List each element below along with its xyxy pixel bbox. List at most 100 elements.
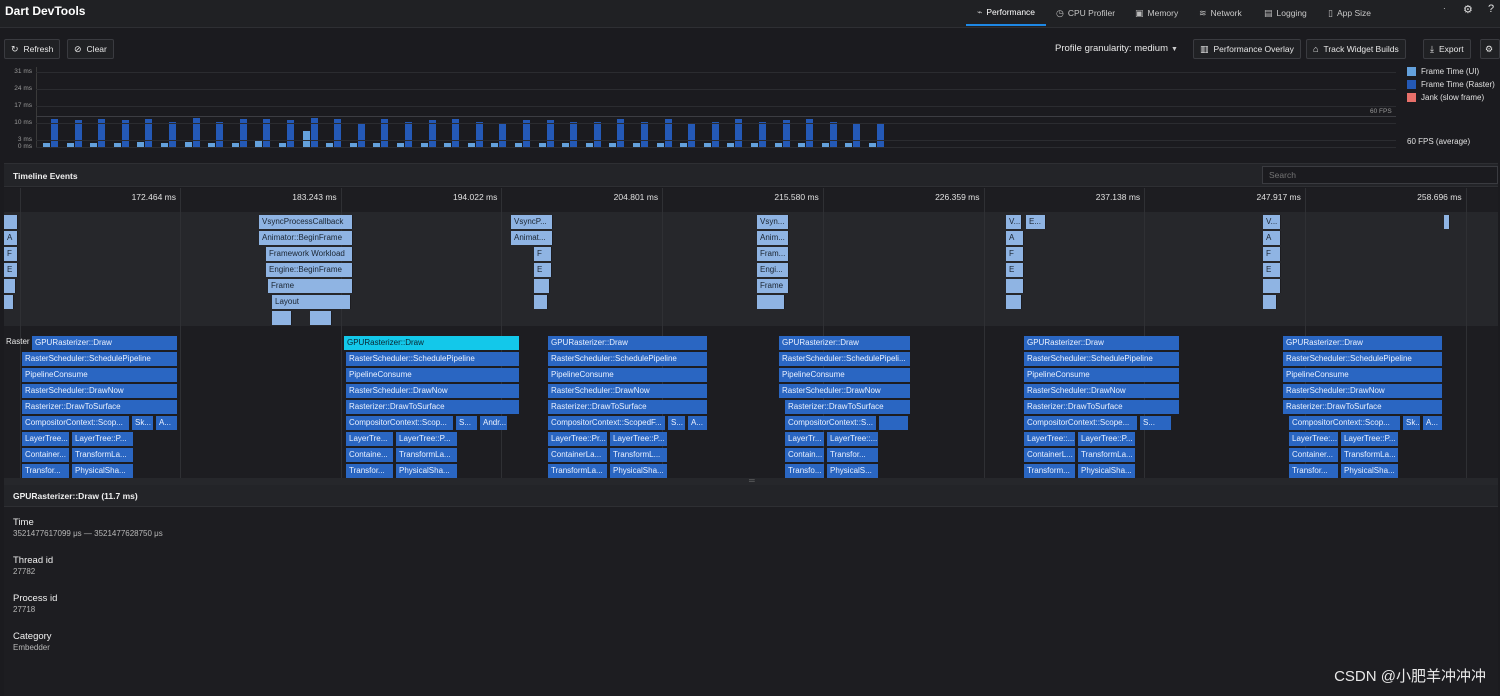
timeline-event[interactable]: A — [4, 231, 18, 245]
timeline-event[interactable]: LayerTree::P... — [72, 432, 134, 446]
frame-bar-raster[interactable] — [853, 122, 861, 147]
timeline-event[interactable]: A — [1263, 231, 1281, 245]
timeline-event[interactable]: RasterScheduler::SchedulePipeli... — [779, 352, 911, 366]
frame-bar-ui[interactable] — [43, 143, 50, 147]
timeline-event[interactable] — [272, 311, 292, 325]
timeline-event[interactable]: F — [1006, 247, 1024, 261]
frame-bar-ui[interactable] — [161, 143, 168, 147]
panel-splitter[interactable]: ═ — [4, 476, 1498, 485]
frame-bar-ui[interactable] — [255, 140, 263, 147]
timeline-event[interactable]: PhysicalSha... — [72, 464, 134, 478]
timeline-event[interactable]: TransformLa... — [548, 464, 608, 478]
timeline-event[interactable]: Rasterizer::DrawToSurface — [22, 400, 178, 414]
track-widget-builds-button[interactable]: ⌂ Track Widget Builds — [1306, 39, 1406, 59]
frame-bar-ui[interactable] — [326, 143, 334, 147]
frame-bar-ui[interactable] — [562, 143, 570, 147]
timeline-event[interactable]: S... — [668, 416, 686, 430]
timeline-event[interactable]: S... — [1140, 416, 1172, 430]
timeline-event[interactable]: GPURasterizer::Draw — [32, 336, 178, 350]
frame-bar-ui[interactable] — [845, 143, 853, 147]
timeline-event[interactable]: PipelineConsume — [1283, 368, 1443, 382]
frame-bar-raster[interactable] — [239, 119, 247, 147]
frame-bar-ui[interactable] — [467, 143, 475, 147]
frame-bar-raster[interactable] — [593, 121, 601, 147]
frame-bar-raster[interactable] — [192, 117, 200, 147]
timeline-event[interactable]: Animat... — [511, 231, 553, 245]
timeline-event[interactable]: Vsyn... — [757, 215, 789, 229]
timeline-event[interactable]: Transfor... — [346, 464, 394, 478]
frame-bar-ui[interactable] — [302, 131, 310, 147]
frame-bar-ui[interactable] — [869, 143, 876, 147]
frame-bar-raster[interactable] — [310, 117, 318, 147]
tab-performance[interactable]: ⌁ Performance — [966, 0, 1046, 26]
timeline-event[interactable]: Transfor... — [22, 464, 70, 478]
timeline-event[interactable]: ContainerL... — [1024, 448, 1076, 462]
frame-bar-ui[interactable] — [491, 143, 499, 147]
frame-bar-ui[interactable] — [373, 143, 381, 147]
frame-bar-ui[interactable] — [66, 143, 74, 147]
timeline-event[interactable]: Framework Workload — [266, 247, 353, 261]
timeline-event[interactable]: RasterScheduler::DrawNow — [548, 384, 708, 398]
tab-network[interactable]: ≋ Network — [1199, 0, 1242, 26]
frame-bar-raster[interactable] — [121, 120, 129, 147]
frame-bar-raster[interactable] — [287, 120, 294, 147]
timeline-event[interactable] — [1006, 295, 1022, 309]
timeline-event[interactable]: E — [534, 263, 552, 277]
overflow-dot-icon[interactable]: · — [1443, 4, 1446, 13]
timeline-event[interactable]: Rasterizer::DrawToSurface — [1283, 400, 1443, 414]
timeline-event[interactable]: TransformLa... — [1078, 448, 1136, 462]
timeline-event[interactable]: RasterScheduler::DrawNow — [346, 384, 520, 398]
tab-memory[interactable]: ▣ Memory — [1135, 0, 1178, 26]
frame-bar-raster[interactable] — [216, 121, 224, 147]
timeline-event[interactable]: A — [1006, 231, 1024, 245]
timeline-event[interactable]: TransformLa... — [72, 448, 134, 462]
timeline-event[interactable]: RasterScheduler::DrawNow — [1024, 384, 1180, 398]
timeline-event[interactable]: E... — [1026, 215, 1046, 229]
tab-cpu-profiler[interactable]: ◷ CPU Profiler — [1056, 0, 1115, 26]
frame-bar-ui[interactable] — [656, 143, 664, 147]
timeline-event[interactable]: RasterScheduler::DrawNow — [779, 384, 911, 398]
timeline-event[interactable]: LayerTree::... — [827, 432, 879, 446]
timeline-event[interactable]: F — [4, 247, 18, 261]
frame-bar-raster[interactable] — [98, 119, 106, 147]
timeline-event[interactable]: VsyncProcessCallback — [259, 215, 353, 229]
timeline-event[interactable]: CompositorContext::ScopedF... — [548, 416, 666, 430]
timeline-event[interactable]: GPURasterizer::Draw — [1024, 336, 1180, 350]
tab-logging[interactable]: ▤ Logging — [1264, 0, 1307, 26]
timeline-event[interactable]: A... — [688, 416, 708, 430]
frame-bar-raster[interactable] — [523, 120, 530, 147]
timeline-event[interactable]: TransformL... — [610, 448, 668, 462]
timeline-event[interactable]: Container... — [22, 448, 70, 462]
timeline-event[interactable]: Contain... — [785, 448, 825, 462]
toolbar-settings-button[interactable]: ⚙ — [1480, 39, 1500, 59]
frame-bar-ui[interactable] — [538, 143, 546, 147]
frame-bar-ui[interactable] — [90, 143, 98, 147]
frame-bar-raster[interactable] — [877, 123, 884, 147]
profile-granularity-select[interactable]: Profile granularity: medium ▼ — [1055, 43, 1178, 54]
timeline-event[interactable]: PipelineConsume — [22, 368, 178, 382]
timeline-event[interactable] — [1263, 279, 1281, 293]
timeline-event[interactable] — [310, 311, 332, 325]
frame-bar-raster[interactable] — [688, 122, 696, 147]
timeline-search-input[interactable] — [1262, 166, 1498, 184]
timeline-event[interactable]: PhysicalSha... — [396, 464, 458, 478]
timeline-event[interactable]: Transfo... — [785, 464, 825, 478]
timeline-event[interactable]: TransformLa... — [396, 448, 458, 462]
timeline-event[interactable]: LayerTr... — [785, 432, 825, 446]
frame-bar-raster[interactable] — [169, 121, 176, 147]
timeline-event[interactable]: F — [534, 247, 552, 261]
timeline-event[interactable]: LayerTree... — [22, 432, 70, 446]
timeline-event[interactable]: Anim... — [757, 231, 789, 245]
timeline-event[interactable]: Sk... — [132, 416, 154, 430]
timeline-event[interactable]: F — [1263, 247, 1281, 261]
frame-bar-ui[interactable] — [231, 143, 239, 147]
frame-bar-ui[interactable] — [821, 143, 829, 147]
timeline-event[interactable] — [879, 416, 909, 430]
timeline-event[interactable]: RasterScheduler::DrawNow — [22, 384, 178, 398]
timeline-event[interactable]: RasterScheduler::DrawNow — [1283, 384, 1443, 398]
timeline-event[interactable]: ContainerLa... — [548, 448, 608, 462]
frame-bar-raster[interactable] — [546, 120, 554, 147]
timeline-event[interactable]: PipelineConsume — [548, 368, 708, 382]
timeline-event[interactable]: LayerTree::... — [1024, 432, 1076, 446]
frame-bar-ui[interactable] — [703, 143, 711, 147]
